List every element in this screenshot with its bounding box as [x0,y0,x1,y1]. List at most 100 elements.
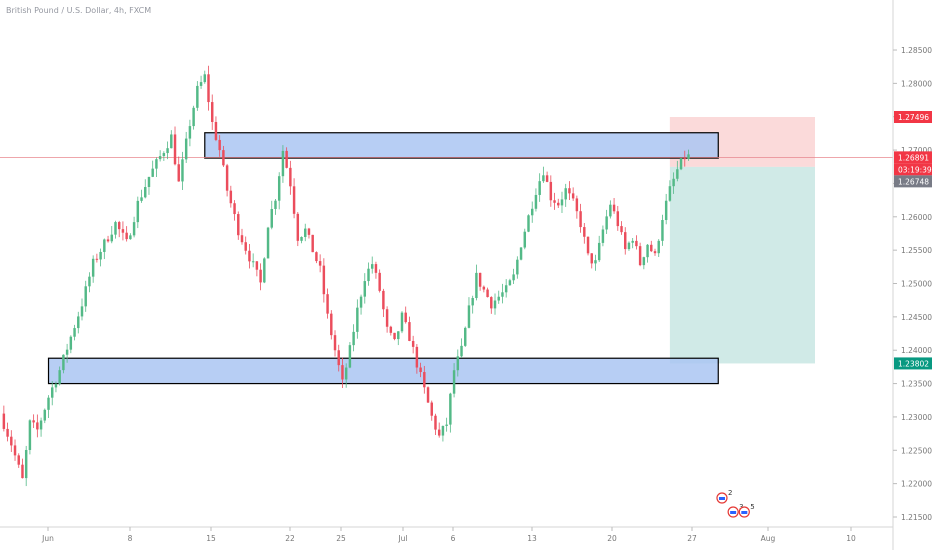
candle-body [411,340,415,347]
drawing-overlays[interactable] [0,116,893,385]
candle-body [2,413,6,429]
y-tick-label: 1.24000 [901,346,932,355]
x-tick-label: 27 [687,534,697,543]
candle-body [229,190,233,204]
y-tick-label: 1.28500 [901,46,932,55]
candle-body [679,158,683,170]
candle-body [233,203,236,215]
candle-body [196,85,199,108]
candle-body [501,292,504,297]
candle-body [638,246,642,266]
time-axis[interactable]: Jun 8 15 22 25 Jul 6 13 20 27 Aug 10 [41,527,856,543]
candle-body [519,247,523,260]
candle-body [281,150,285,177]
candle-body [482,286,486,290]
x-tick-label: 8 [128,534,133,543]
candle-body [218,139,221,151]
candle-body [605,216,608,230]
event-count-label: 2 [728,489,732,497]
y-tick-label: 1.24500 [901,313,932,322]
flag-stripe [730,511,737,514]
candle-body [341,365,344,380]
y-tick-label: 1.22000 [901,480,932,489]
candle-body [311,234,314,253]
candle-body [385,309,389,327]
candle-body [400,312,404,332]
y-tick-label: 1.25000 [901,280,932,289]
x-tick-label: 20 [607,534,617,543]
candle-body [586,236,590,254]
candle-body [103,239,106,252]
candle-body [117,222,121,230]
candle-body [54,383,58,388]
candle-body [583,227,586,237]
candle-body [464,327,467,346]
x-tick-label: 6 [451,534,456,543]
candle-body [516,259,519,275]
candle-body [88,276,91,287]
price-label-box [894,110,932,123]
y-tick-label: 1.22500 [901,446,932,455]
candle-body [251,261,255,263]
candle-body [504,285,508,293]
candle-body [497,296,500,301]
y-tick-label: 1.23000 [901,413,932,422]
candle-body [144,187,147,198]
x-tick-label: 10 [846,534,856,543]
candle-body [460,345,463,357]
candle-body [39,420,43,430]
candle-body [445,424,448,426]
candle-body [65,349,69,355]
price-axis[interactable]: 1.285001.280001.275001.270001.265001.260… [893,46,932,522]
candle-body [322,265,326,295]
candle-body [490,297,493,309]
price-label-box [894,151,932,164]
candle-body [597,242,601,261]
candle-body [557,202,560,206]
candle-body [80,306,84,317]
candle-body [147,176,151,188]
x-tick-label: Jun [41,534,54,543]
candle-body [36,422,39,430]
candle-body [32,420,35,423]
candles [2,65,690,487]
candle-body [367,268,370,282]
candle-body [188,126,192,139]
y-tick-label: 1.28000 [901,79,932,88]
take-profit-area[interactable] [669,166,816,364]
event-count-label: 5 [750,503,754,511]
candle-body [486,289,489,298]
candle-body [69,336,73,350]
event-count-label: 3 [739,503,743,511]
resistance-zone[interactable] [204,132,719,159]
candle-body [140,197,143,201]
candle-body [106,239,110,242]
candle-body [434,415,437,430]
candle-body [62,354,65,371]
candle-body [125,232,128,240]
event-markers[interactable]: 23 5 [716,489,755,518]
candle-body [523,231,527,248]
candle-body [21,464,24,479]
candle-body [307,228,311,235]
candle-body [359,296,363,308]
candle-body [166,148,169,154]
candle-body [653,251,657,254]
candle-body [73,328,76,337]
y-tick-label: 1.25500 [901,246,932,255]
candle-body [344,367,348,380]
candle-body [408,322,411,341]
x-tick-label: 15 [206,534,216,543]
candle-body [352,331,355,346]
x-tick-label: 25 [336,534,346,543]
candle-body [6,428,9,437]
candle-body [530,208,534,216]
candle-body [650,244,653,252]
support-zone[interactable] [47,357,719,385]
candle-body [374,264,378,273]
candle-body [370,264,374,269]
candle-body [315,252,318,262]
x-tick-label: Aug [761,534,776,543]
candle-body [333,335,337,351]
